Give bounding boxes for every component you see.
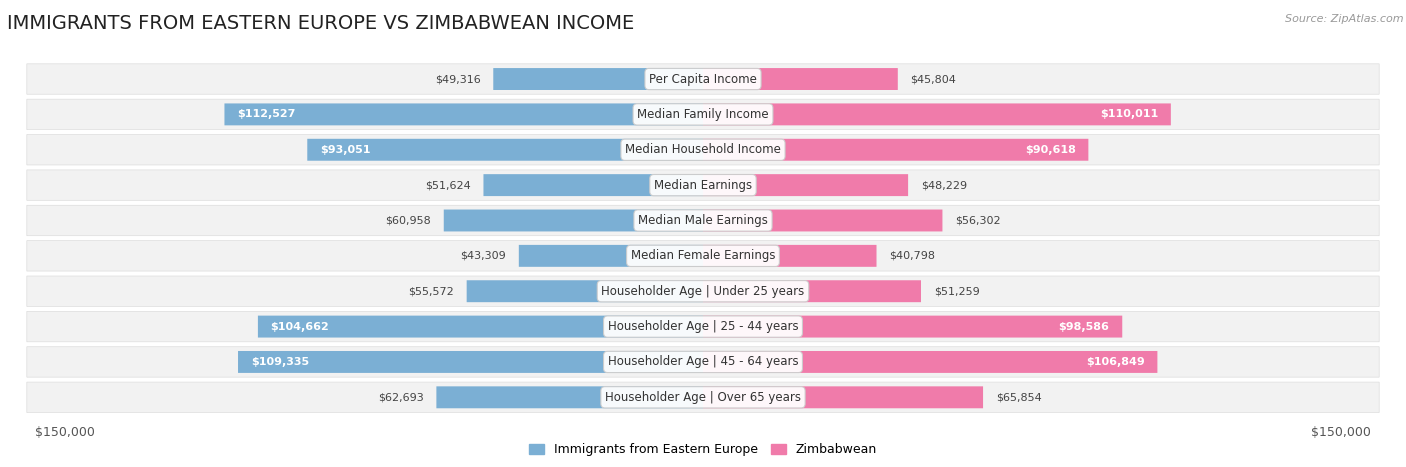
- Text: $45,804: $45,804: [911, 74, 956, 84]
- FancyBboxPatch shape: [703, 316, 1122, 338]
- FancyBboxPatch shape: [27, 170, 1379, 200]
- Text: $110,011: $110,011: [1099, 109, 1159, 120]
- FancyBboxPatch shape: [27, 205, 1379, 236]
- FancyBboxPatch shape: [703, 351, 1157, 373]
- Text: $60,958: $60,958: [385, 215, 432, 226]
- Text: $49,316: $49,316: [434, 74, 481, 84]
- FancyBboxPatch shape: [436, 386, 703, 408]
- FancyBboxPatch shape: [308, 139, 703, 161]
- FancyBboxPatch shape: [703, 280, 921, 302]
- Text: $109,335: $109,335: [250, 357, 309, 367]
- Text: $62,693: $62,693: [378, 392, 423, 402]
- Text: $104,662: $104,662: [271, 322, 329, 332]
- FancyBboxPatch shape: [27, 382, 1379, 412]
- FancyBboxPatch shape: [703, 245, 876, 267]
- Text: Median Household Income: Median Household Income: [626, 143, 780, 156]
- FancyBboxPatch shape: [27, 241, 1379, 271]
- FancyBboxPatch shape: [519, 245, 703, 267]
- Text: $51,259: $51,259: [934, 286, 980, 296]
- FancyBboxPatch shape: [703, 68, 898, 90]
- FancyBboxPatch shape: [494, 68, 703, 90]
- FancyBboxPatch shape: [484, 174, 703, 196]
- FancyBboxPatch shape: [703, 386, 983, 408]
- Text: Per Capita Income: Per Capita Income: [650, 72, 756, 85]
- Text: $48,229: $48,229: [921, 180, 967, 190]
- FancyBboxPatch shape: [27, 311, 1379, 342]
- Text: Householder Age | 45 - 64 years: Householder Age | 45 - 64 years: [607, 355, 799, 368]
- FancyBboxPatch shape: [703, 210, 942, 232]
- Text: $106,849: $106,849: [1085, 357, 1144, 367]
- Text: Householder Age | Under 25 years: Householder Age | Under 25 years: [602, 285, 804, 298]
- FancyBboxPatch shape: [467, 280, 703, 302]
- FancyBboxPatch shape: [703, 174, 908, 196]
- Text: $51,624: $51,624: [425, 180, 471, 190]
- Text: Householder Age | Over 65 years: Householder Age | Over 65 years: [605, 391, 801, 404]
- FancyBboxPatch shape: [703, 103, 1171, 125]
- Text: $90,618: $90,618: [1025, 145, 1076, 155]
- Text: Median Earnings: Median Earnings: [654, 178, 752, 191]
- Text: $112,527: $112,527: [238, 109, 295, 120]
- FancyBboxPatch shape: [27, 134, 1379, 165]
- Text: $40,798: $40,798: [889, 251, 935, 261]
- Text: Source: ZipAtlas.com: Source: ZipAtlas.com: [1285, 14, 1403, 24]
- Text: Median Male Earnings: Median Male Earnings: [638, 214, 768, 227]
- FancyBboxPatch shape: [27, 276, 1379, 306]
- Text: $56,302: $56,302: [955, 215, 1001, 226]
- FancyBboxPatch shape: [444, 210, 703, 232]
- Text: IMMIGRANTS FROM EASTERN EUROPE VS ZIMBABWEAN INCOME: IMMIGRANTS FROM EASTERN EUROPE VS ZIMBAB…: [7, 14, 634, 33]
- Legend: Immigrants from Eastern Europe, Zimbabwean: Immigrants from Eastern Europe, Zimbabwe…: [524, 439, 882, 461]
- FancyBboxPatch shape: [27, 347, 1379, 377]
- FancyBboxPatch shape: [225, 103, 703, 125]
- FancyBboxPatch shape: [703, 139, 1088, 161]
- Text: Median Female Earnings: Median Female Earnings: [631, 249, 775, 262]
- Text: Householder Age | 25 - 44 years: Householder Age | 25 - 44 years: [607, 320, 799, 333]
- FancyBboxPatch shape: [257, 316, 703, 338]
- Text: $98,586: $98,586: [1059, 322, 1109, 332]
- FancyBboxPatch shape: [27, 64, 1379, 94]
- Text: $55,572: $55,572: [408, 286, 454, 296]
- Text: $43,309: $43,309: [460, 251, 506, 261]
- Text: Median Family Income: Median Family Income: [637, 108, 769, 121]
- Text: $65,854: $65,854: [995, 392, 1042, 402]
- FancyBboxPatch shape: [238, 351, 703, 373]
- Text: $93,051: $93,051: [321, 145, 371, 155]
- FancyBboxPatch shape: [27, 99, 1379, 130]
